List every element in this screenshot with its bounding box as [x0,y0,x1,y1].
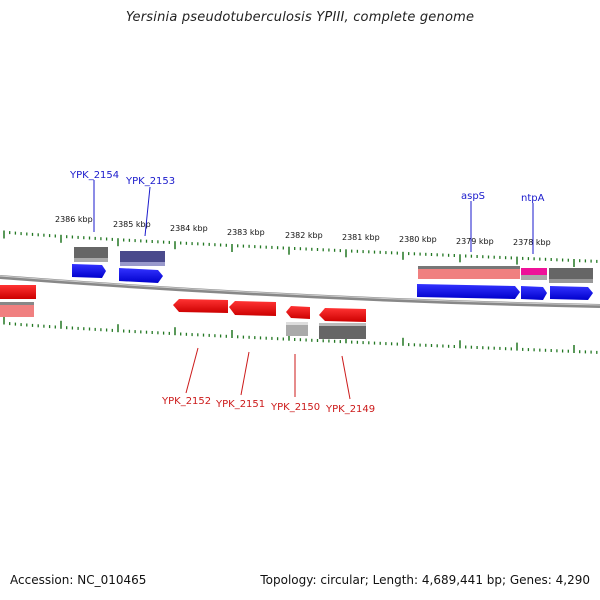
reverse-gene-arrow[interactable] [173,299,228,313]
feature-row-lower [286,322,366,339]
scale-tick-label: 2381 kbp [342,233,380,242]
genome-backbone [0,275,600,308]
scale-ticks-upper [3,230,598,267]
gene-feature[interactable] [319,325,366,339]
forward-gene-arrow[interactable] [417,284,520,299]
forward-gene-arrow[interactable] [119,268,163,283]
forward-gene-arrow[interactable] [72,264,106,278]
scale-tick-label: 2382 kbp [285,231,323,240]
gene-feature[interactable] [521,268,547,275]
scale-tick-label: 2379 kbp [456,237,494,246]
genome-summary-text: Topology: circular; Length: 4,689,441 bp… [260,573,590,587]
gene-feature[interactable] [418,267,520,279]
map-title: Yersinia pseudotuberculosis YPIII, compl… [125,10,475,25]
gene-feature[interactable] [549,268,593,281]
gene-label[interactable]: YPK_2149 [325,404,375,415]
gene-label[interactable]: YPK_2152 [161,396,211,407]
scale-ticks-lower [3,316,598,354]
gene-feature[interactable] [120,251,165,264]
scale-tick-label: 2384 kbp [170,224,208,233]
reverse-gene-arrow[interactable] [229,301,276,316]
gene-label[interactable]: YPK_2151 [215,399,265,410]
scale-tick-label: 2383 kbp [227,228,265,237]
gene-label[interactable]: aspS [461,191,485,202]
gene-feature[interactable] [286,324,308,336]
scale-tick-label: 2378 kbp [513,238,551,247]
gene-label[interactable]: YPK_2154 [69,170,119,181]
scale-tick-label: 2380 kbp [399,235,437,244]
scale-tick-label: 2385 kbp [113,220,151,229]
gene-feature[interactable] [0,285,36,299]
scale-labels: 2386 kbp 2385 kbp 2384 kbp 2383 kbp 2382… [55,215,551,247]
accession-text: Accession: NC_010465 [10,573,147,587]
forward-gene-arrow[interactable] [550,286,593,300]
labels-upper: YPK_2154 YPK_2153 aspS ntpA [69,170,545,254]
forward-strand-genes [72,264,593,300]
gene-feature[interactable] [74,247,108,260]
forward-gene-arrow[interactable] [521,286,547,300]
reverse-gene-arrow[interactable] [286,306,310,319]
reverse-strand-genes [173,299,366,322]
gene-label[interactable]: YPK_2150 [270,402,320,413]
gene-label[interactable]: ntpA [521,193,545,204]
reverse-gene-arrow[interactable] [319,308,366,322]
gene-label[interactable]: YPK_2153 [125,176,175,187]
scale-tick-label: 2386 kbp [55,215,93,224]
labels-lower: YPK_2152 YPK_2151 YPK_2150 YPK_2149 [161,347,375,415]
gene-feature[interactable] [0,304,34,317]
feature-row-upper [74,247,593,283]
